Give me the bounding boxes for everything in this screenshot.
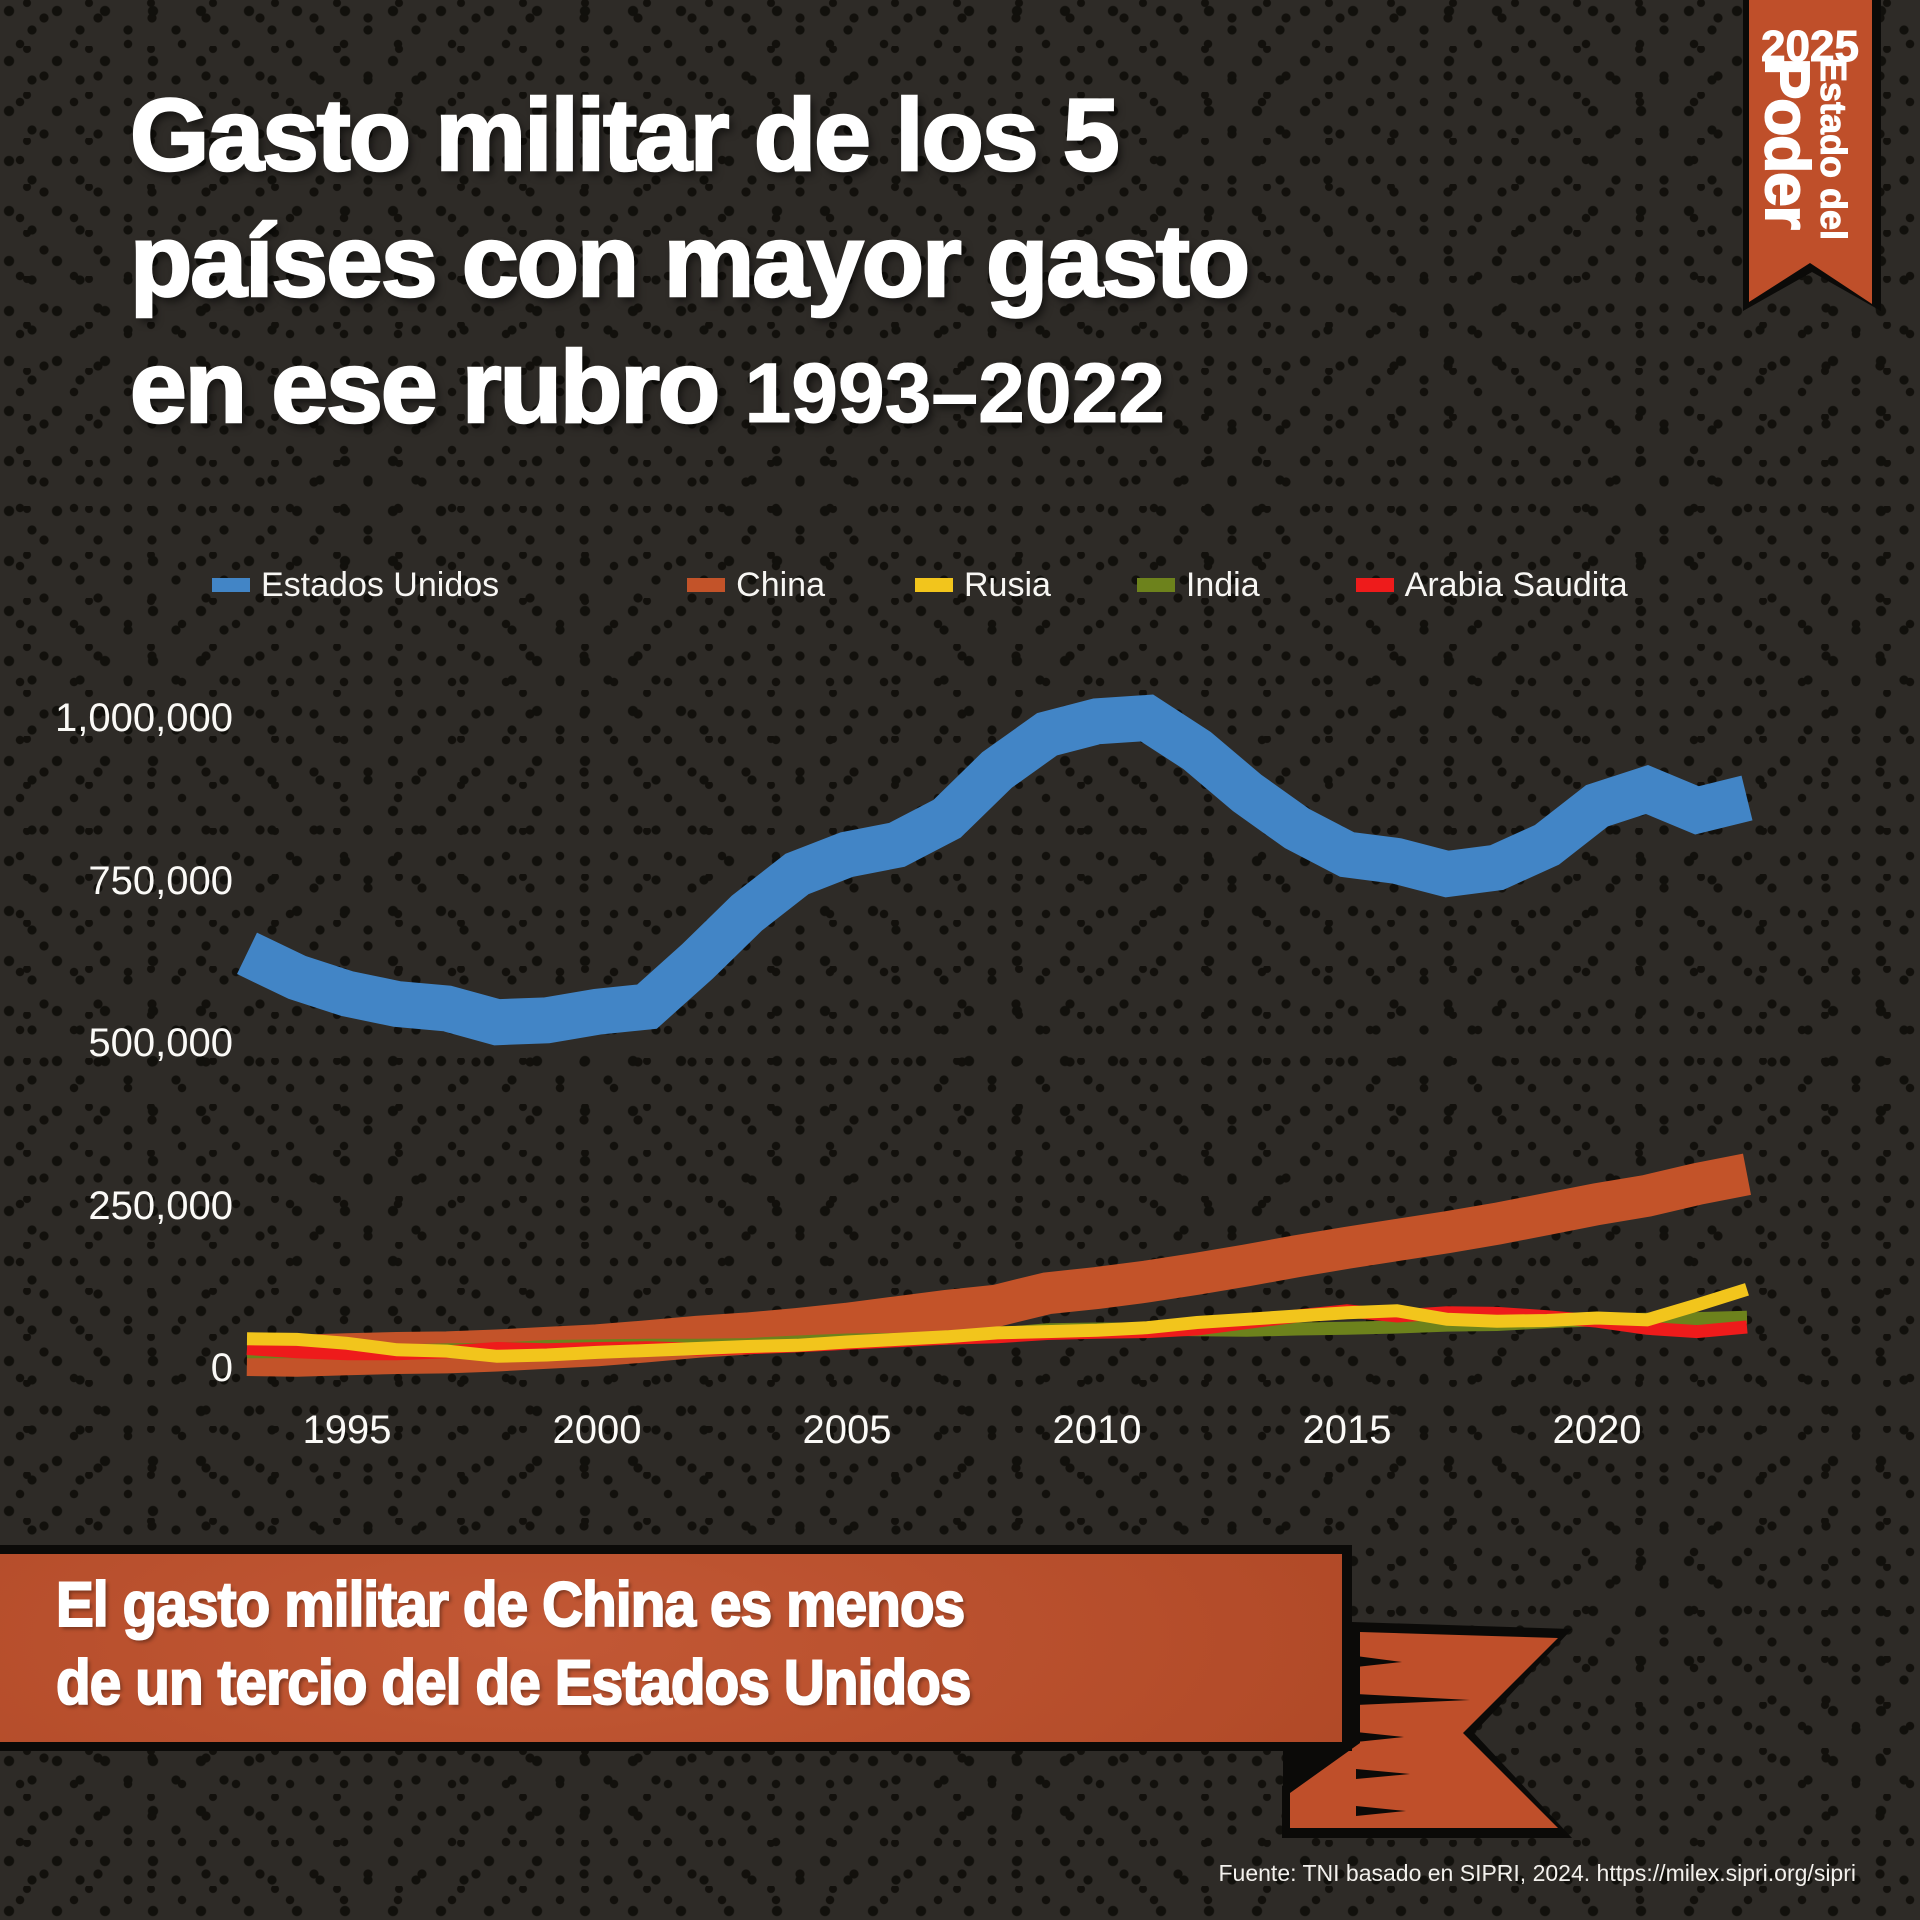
banner-line-2: de un tercio del de Estados Unidos xyxy=(55,1647,972,1719)
y-tick-label: 1,000,000 xyxy=(55,696,233,740)
legend-item-china: China xyxy=(687,566,825,605)
series-line-arabia-saudita xyxy=(246,1304,1748,1361)
y-tick-label: 250,000 xyxy=(88,1183,233,1228)
ribbon-brand-text: Estado del Poder xyxy=(1751,57,1855,254)
legend-label: India xyxy=(1185,565,1260,604)
y-tick-label: 750,000 xyxy=(88,858,233,903)
legend-label: Rusia xyxy=(963,565,1051,604)
legend-item-arabia-saudita: Arabia Saudita xyxy=(1355,565,1628,605)
source-note: Fuente: TNI basado en SIPRI, 2024. https… xyxy=(1218,1860,1857,1886)
ribbon-year-label: 2025 xyxy=(1761,22,1860,72)
legend-swatch-icon xyxy=(212,578,250,592)
legend-swatch-icon xyxy=(1355,578,1394,592)
x-tick-label: 1995 xyxy=(302,1408,392,1452)
legend-label: China xyxy=(736,565,825,604)
summary-banner-background: El gasto militar de China es menos de un… xyxy=(0,1554,1342,1742)
y-tick-label: 500,000 xyxy=(88,1021,233,1065)
legend-swatch-icon xyxy=(687,578,726,592)
x-tick-label: 2015 xyxy=(1302,1408,1392,1452)
legend-label: Arabia Saudita xyxy=(1404,565,1628,604)
series-line-estados-unidos xyxy=(237,694,1753,1046)
title-line-1: Gasto militar de los 5 xyxy=(129,77,1121,194)
x-tick-label: 2005 xyxy=(802,1408,892,1452)
series-line-india xyxy=(247,1310,1748,1359)
legend-swatch-icon xyxy=(1136,578,1175,592)
title-line-3: en ese rubro 1993–2022 xyxy=(129,329,1166,446)
ribbon-brand-poder: Poder xyxy=(1751,57,1822,230)
legend-item-rusia: Rusia xyxy=(914,565,1051,605)
x-tick-label: 2000 xyxy=(552,1408,642,1452)
legend-label: Estados Unidos xyxy=(261,565,500,604)
title-line-2: países con mayor gasto xyxy=(129,203,1252,320)
legend-swatch-icon xyxy=(914,578,953,592)
banner-line-1: El gasto militar de China es menos xyxy=(55,1569,966,1641)
legend-item-estados-unidos: Estados Unidos xyxy=(212,566,499,605)
series-line-china xyxy=(246,1153,1751,1377)
summary-banner: El gasto militar de China es menos de un… xyxy=(0,1545,1352,1751)
summary-banner-text: El gasto militar de China es menos de un… xyxy=(55,1566,972,1722)
x-tick-label: 2020 xyxy=(1552,1408,1642,1452)
series-line-rusia xyxy=(246,1283,1749,1363)
title-years-range: 1993–2022 xyxy=(744,346,1165,441)
chart-legend: Estados Unidos China Rusia India Arabia Saud… xyxy=(212,561,1628,609)
page-title: Gasto militar de los 5 países con mayor … xyxy=(129,72,1252,456)
x-tick-label: 2010 xyxy=(1052,1408,1142,1452)
y-tick-label: 0 xyxy=(210,1346,233,1390)
legend-item-india: India xyxy=(1136,565,1260,605)
